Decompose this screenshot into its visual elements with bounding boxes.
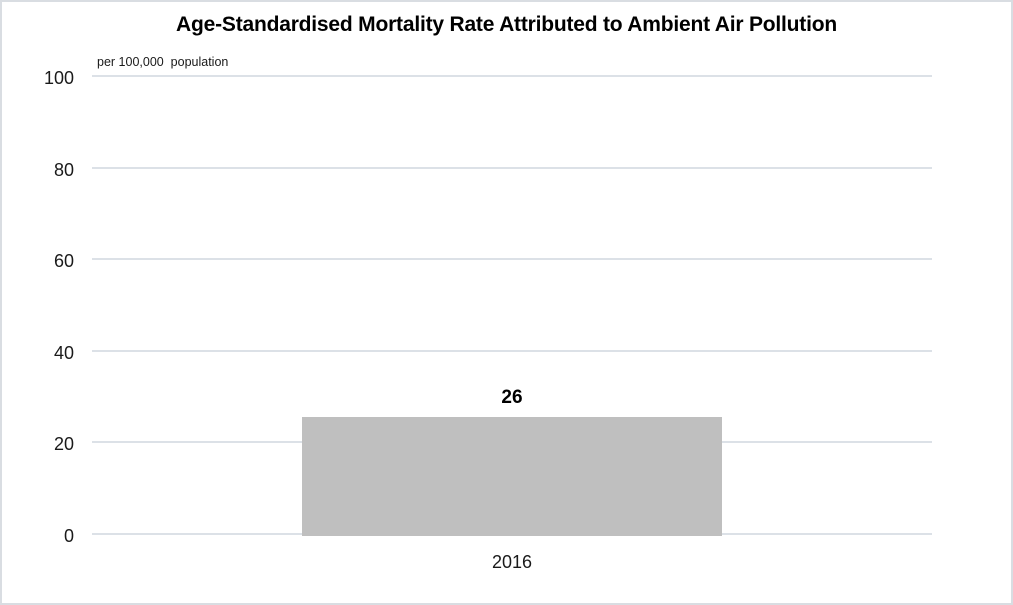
bar-2016 xyxy=(302,416,722,536)
x-tick-label: 2016 xyxy=(491,552,533,572)
chart-title: Age-Standardised Mortality Rate Attribut… xyxy=(176,13,837,36)
y-tick-label: 40 xyxy=(53,342,74,363)
bar-value-label: 26 xyxy=(501,386,523,408)
gridline xyxy=(92,349,932,352)
y-tick-label: 60 xyxy=(53,251,74,272)
gridline xyxy=(92,75,932,77)
x-axis-tick-labels: 2016 xyxy=(92,552,932,576)
gridline xyxy=(92,258,932,261)
y-tick-label: 80 xyxy=(53,159,74,180)
units-note: per 100,000 population xyxy=(97,55,229,69)
y-tick-label: 100 xyxy=(43,68,74,88)
y-tick-label: 20 xyxy=(53,434,74,455)
gridline xyxy=(92,166,932,169)
y-axis-tick-labels: 0 20 40 60 80 100 xyxy=(22,69,74,545)
plot-area: 26 xyxy=(92,75,932,536)
y-tick-label: 0 xyxy=(63,526,74,546)
